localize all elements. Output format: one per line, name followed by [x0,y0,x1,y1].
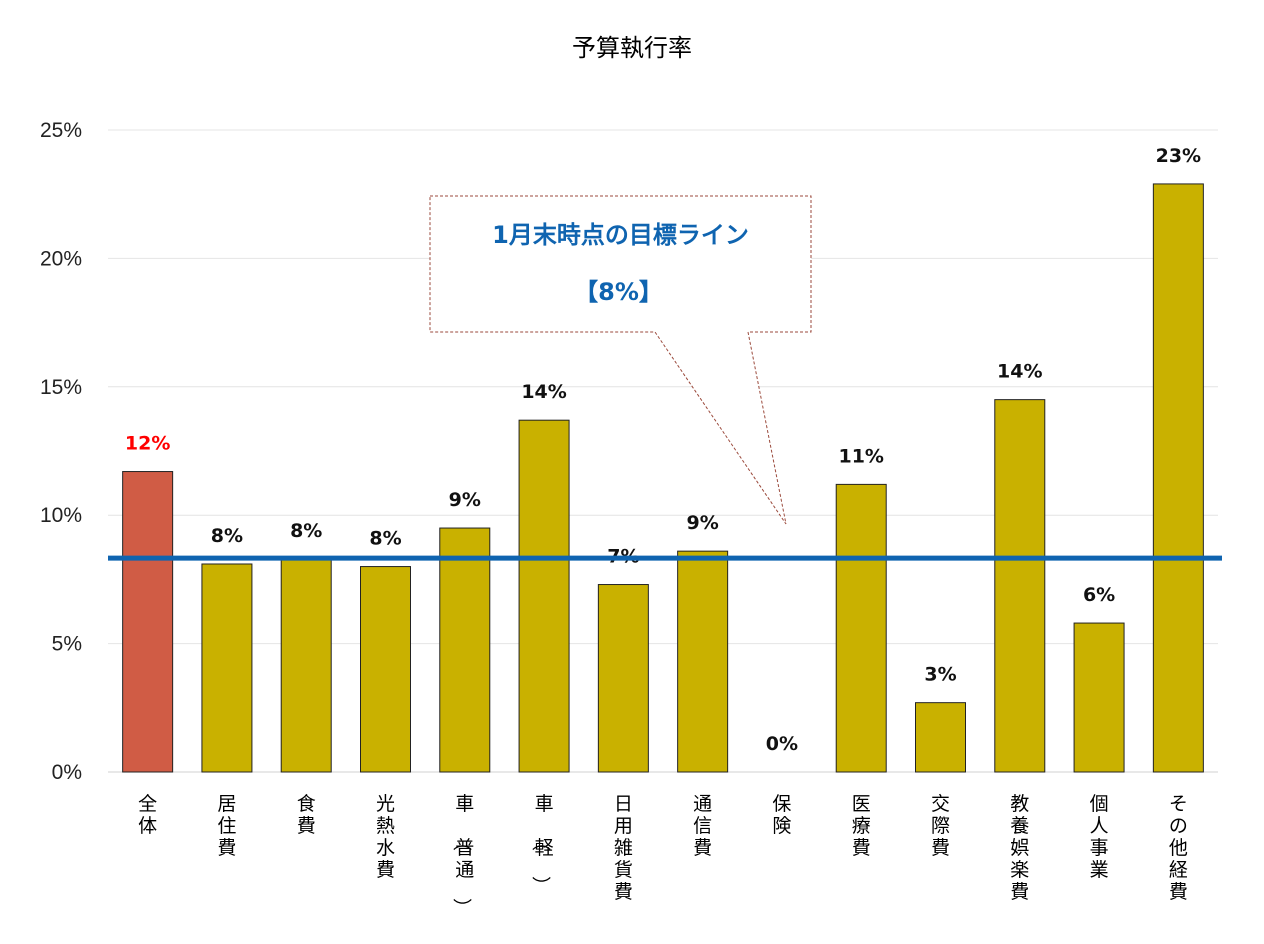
y-axis-ticks: 0% 5% 10% 15% 20% 25% [40,119,82,784]
bar [439,527,491,773]
bar [994,399,1046,773]
x-category-label: 医療費 [852,793,871,859]
data-label: 9% [449,489,481,511]
data-label: 14% [521,381,566,403]
x-category-label: 食費 [297,793,316,837]
y-tick-label: 15% [40,376,82,399]
x-category-label: 全体 [138,793,157,837]
data-label: 14% [997,361,1042,383]
x-category-label: 居住費 [217,793,236,859]
x-category-label: 交際費 [931,793,950,859]
bar [1152,183,1204,773]
x-category-label: 光熱水費 [376,793,395,881]
y-tick-label: 20% [40,247,82,270]
x-axis-categories: 全体 居住費 食費 光熱水費 車（普通） 車（軽） 日用雑貨費 通信費 保険 医療費 交際費 教養娯楽… [138,793,1188,917]
bar [518,419,570,773]
x-category-label: 通信費 [693,793,712,859]
bar [280,558,332,773]
x-category-label: 車（普通） [450,793,474,917]
y-tick-label: 25% [40,119,82,142]
y-tick-label: 10% [40,504,82,527]
bar [835,483,887,773]
bar [1073,622,1125,773]
x-category-label: その他経費 [1169,793,1188,903]
bar [201,563,253,773]
x-category-label: 保険 [772,793,791,837]
y-tick-label: 0% [52,761,82,784]
data-label: 0% [766,733,798,755]
chart-title: 予算執行率 [572,34,692,62]
x-category-label: 個人事業 [1090,793,1109,881]
callout-box [429,195,812,525]
bars [122,183,1204,773]
x-category-label: 日用雑貨費 [614,793,633,903]
bar [597,584,649,773]
bar [122,471,174,773]
target-callout: 1月末時点の目標ライン 【8%】 [429,195,812,525]
data-label: 3% [924,664,956,686]
bar [915,702,966,773]
y-tick-label: 5% [52,633,82,656]
data-label: 8% [369,528,401,550]
callout-line-2: 【8%】 [574,278,663,306]
data-label: 9% [687,512,719,534]
data-label: 12% [125,433,170,455]
x-category-label: 車（軽） [530,793,554,895]
data-label: 8% [290,520,322,542]
data-label: 6% [1083,584,1115,606]
data-labels: 12%8%8%8%9%14%7%9%0%11%3%14%6%23% [125,145,1201,755]
bar [677,550,729,773]
data-label: 11% [838,445,883,467]
x-category-label: 教養娯楽費 [1010,793,1029,903]
bar [360,566,411,773]
data-label: 8% [211,525,243,547]
callout-line-1: 1月末時点の目標ライン [492,221,749,249]
data-label: 23% [1156,145,1201,167]
